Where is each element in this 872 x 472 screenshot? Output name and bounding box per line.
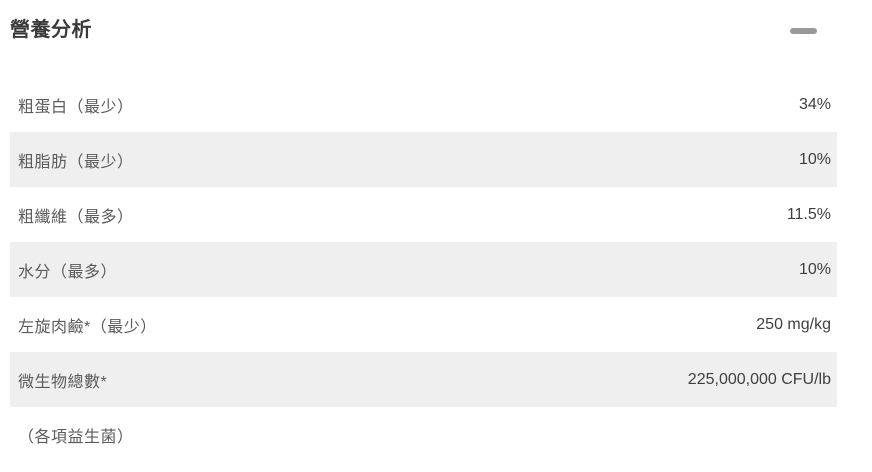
- nutrient-label: 左旋肉鹼*（最少）: [18, 318, 157, 336]
- nutrient-value: 10%: [798, 150, 831, 168]
- table-row: 水分（最多） 10%: [10, 242, 837, 297]
- table-row: 粗纖維（最多） 11.5%: [10, 187, 837, 242]
- nutrient-label: （各項益生菌）: [18, 428, 134, 446]
- table-row: 左旋肉鹼*（最少） 250 mg/kg: [10, 297, 837, 352]
- nutrient-value: 250 mg/kg: [756, 315, 831, 333]
- nutrient-value: 10%: [798, 260, 831, 278]
- nutrient-value: 11.5%: [786, 205, 831, 223]
- nutrient-label: 微生物總數*: [18, 373, 108, 391]
- minus-icon: [789, 28, 817, 34]
- section-header: 營養分析: [10, 0, 837, 46]
- nutrient-label: 粗纖維（最多）: [18, 208, 134, 226]
- table-row: 粗脂肪（最少） 10%: [10, 132, 837, 187]
- table-row: 粗蛋白（最少） 34%: [10, 77, 837, 132]
- nutrient-value: 225,000,000 CFU/lb: [687, 370, 831, 388]
- collapse-section-button[interactable]: [783, 22, 823, 40]
- table-row: （各項益生菌）: [10, 407, 837, 462]
- nutrient-label: 粗脂肪（最少）: [18, 153, 134, 171]
- nutrient-label: 粗蛋白（最少）: [18, 98, 134, 116]
- nutrition-analysis-section: 營養分析 粗蛋白（最少） 34% 粗脂肪（最少） 10% 粗纖維（最多） 11.…: [10, 0, 837, 462]
- section-title: 營養分析: [10, 19, 92, 41]
- nutrient-value: 34%: [798, 95, 831, 113]
- table-row: 微生物總數* 225,000,000 CFU/lb: [10, 352, 837, 407]
- nutrition-table: 粗蛋白（最少） 34% 粗脂肪（最少） 10% 粗纖維（最多） 11.5% 水分…: [10, 77, 837, 462]
- nutrient-label: 水分（最多）: [18, 263, 118, 281]
